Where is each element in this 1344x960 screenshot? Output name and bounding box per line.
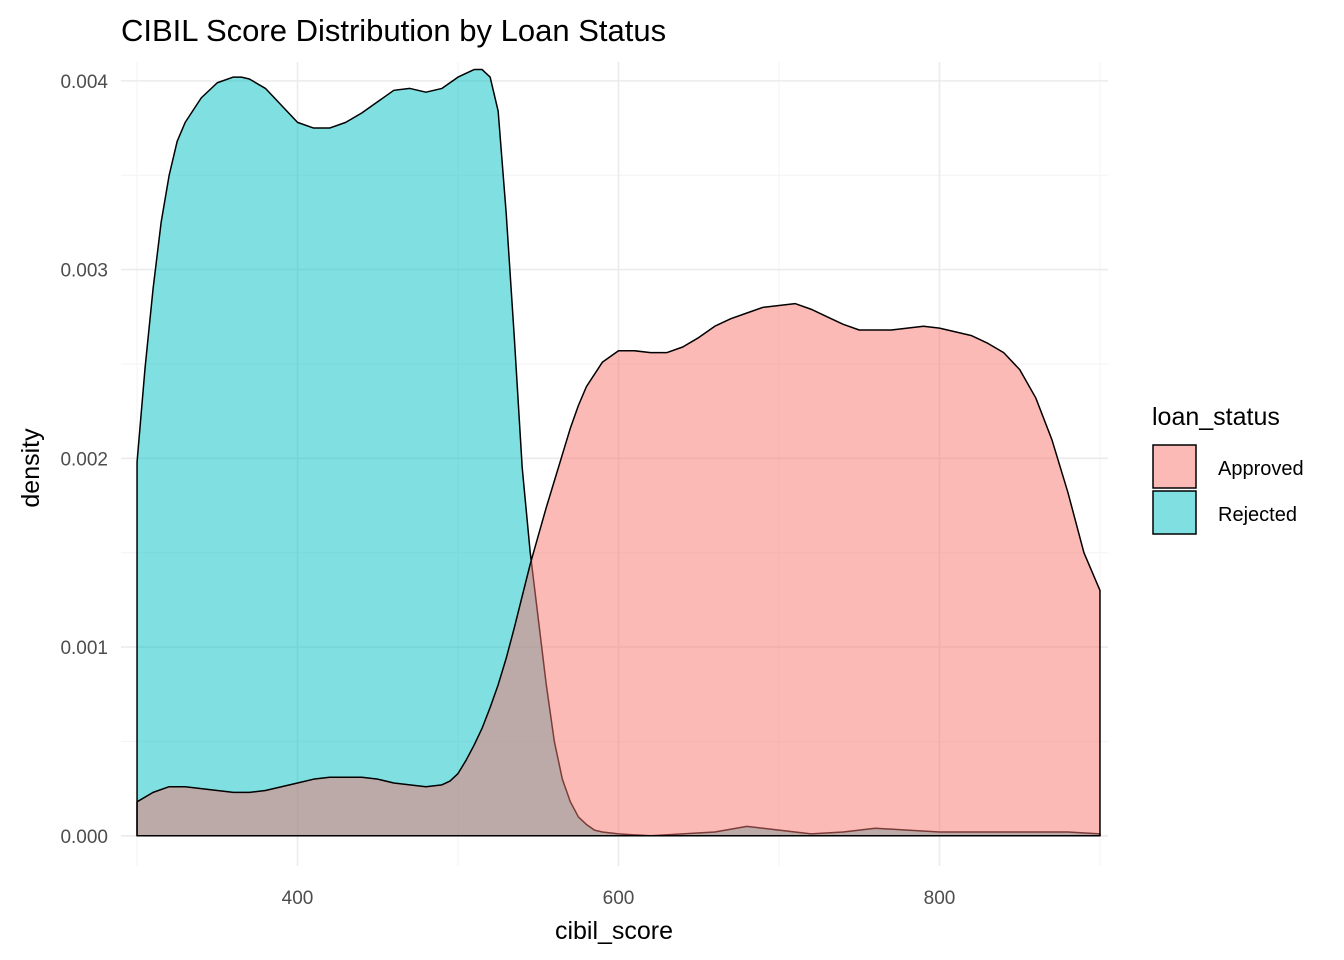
y-tick-labels: 0.000 0.001 0.002 0.003 0.004 bbox=[60, 72, 108, 848]
x-tick-labels: 400 600 800 bbox=[282, 888, 956, 909]
x-axis-title: cibil_score bbox=[555, 917, 673, 945]
y-tick-label: 0.003 bbox=[60, 261, 108, 282]
legend-label-approved: Approved bbox=[1218, 458, 1304, 480]
legend-items: Approved Rejected bbox=[1152, 444, 1304, 535]
legend-label-rejected: Rejected bbox=[1218, 504, 1297, 526]
x-tick-label: 600 bbox=[603, 888, 635, 909]
y-tick-label: 0.001 bbox=[60, 638, 108, 659]
x-tick-label: 400 bbox=[282, 888, 314, 909]
legend: loan_status Approved Rejected bbox=[1152, 403, 1304, 535]
y-axis-title: density bbox=[17, 428, 45, 508]
legend-key-approved bbox=[1152, 444, 1197, 489]
legend-title: loan_status bbox=[1152, 403, 1280, 431]
density-area-approved bbox=[136, 302, 1101, 837]
legend-key-rejected bbox=[1152, 490, 1197, 535]
y-tick-label: 0.004 bbox=[60, 72, 108, 93]
x-tick-label: 800 bbox=[924, 888, 956, 909]
y-tick-label: 0.000 bbox=[60, 827, 108, 848]
y-tick-label: 0.002 bbox=[60, 449, 108, 470]
density-areas bbox=[136, 68, 1101, 837]
plot-title: CIBIL Score Distribution by Loan Status bbox=[121, 13, 666, 48]
